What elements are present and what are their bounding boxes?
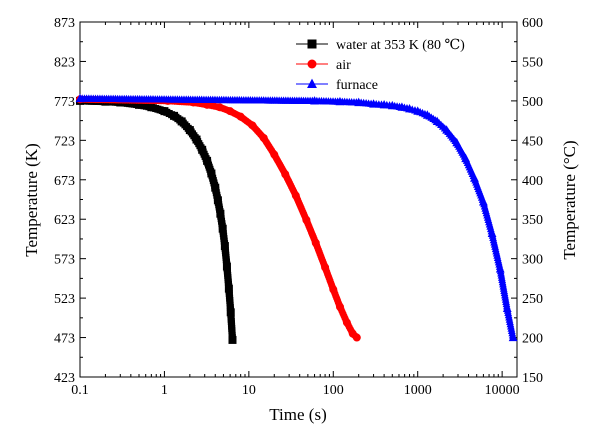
data-point: [342, 318, 351, 327]
series-triangle: [75, 93, 518, 342]
x-axis: 0.1 1 10 100 1000 10000: [71, 22, 520, 398]
data-point: [147, 103, 156, 112]
data-point: [218, 224, 227, 233]
x-tick-label: 10: [242, 383, 256, 398]
data-point: [224, 284, 233, 293]
legend-marker: [307, 59, 317, 69]
y-tick-label: 673: [54, 174, 75, 189]
legend-label: furnace: [336, 78, 378, 93]
data-point: [228, 335, 237, 344]
data-point: [75, 93, 85, 103]
y2-tick-label: 500: [522, 95, 543, 110]
y2-tick-label: 450: [522, 134, 543, 149]
y2-tick-label: 400: [522, 174, 543, 189]
data-point: [185, 126, 194, 135]
data-point: [211, 183, 220, 192]
legend: water at 353 K (80 ℃) air furnace: [296, 38, 465, 93]
legend-label: air: [336, 58, 351, 73]
x-axis-title: Time (s): [269, 405, 326, 424]
data-point: [479, 197, 488, 206]
data-point: [207, 169, 216, 178]
data-point: [198, 145, 207, 154]
data-point: [192, 135, 201, 144]
data-point: [387, 100, 397, 110]
y-axis-title-left: Temperature (K): [22, 143, 41, 257]
y-axis-right: 150 200 250 300 350 400 450 500 550 600: [511, 16, 543, 386]
data-point: [335, 302, 344, 311]
data-point: [248, 121, 257, 130]
y2-tick-label: 300: [522, 253, 543, 268]
x-tick-label: 100: [323, 383, 344, 398]
data-point: [270, 150, 279, 159]
data-point: [281, 170, 290, 179]
x-tick-label: 10000: [485, 383, 520, 398]
y2-tick-label: 200: [522, 332, 543, 347]
y-tick-label: 773: [54, 95, 75, 110]
y-tick-label: 873: [54, 16, 75, 31]
data-point: [413, 106, 423, 115]
data-point: [508, 332, 518, 342]
y-tick-label: 573: [54, 253, 75, 268]
data-point: [422, 110, 432, 119]
y2-tick-label: 600: [522, 16, 543, 31]
legend-marker: [307, 39, 317, 49]
data-point: [354, 97, 364, 107]
data-point: [369, 99, 378, 108]
y-axis-left: 423 473 523 573 623 673 723 773 823 873: [54, 16, 86, 386]
data-point: [379, 100, 389, 109]
y-tick-label: 623: [54, 213, 75, 228]
data-point: [215, 103, 224, 112]
data-point: [226, 107, 235, 116]
data-point: [311, 238, 320, 247]
data-point: [329, 285, 338, 294]
data-point: [170, 111, 179, 120]
y-tick-label: 523: [54, 292, 75, 307]
data-point: [321, 263, 330, 272]
y2-tick-label: 250: [522, 292, 543, 307]
data-point: [259, 133, 268, 142]
data-point: [461, 153, 471, 163]
data-point: [397, 102, 407, 111]
data-point: [160, 107, 169, 116]
legend-label: water at 353 K (80 ℃): [336, 38, 465, 53]
data-point: [220, 242, 229, 251]
data-point: [213, 196, 222, 205]
data-point: [310, 96, 319, 105]
data-point: [236, 112, 245, 121]
data-point: [291, 191, 300, 200]
y-tick-label: 473: [54, 332, 75, 347]
data-point: [470, 173, 479, 182]
data-point: [203, 156, 212, 165]
y-tick-label: 423: [54, 371, 75, 386]
data-point: [216, 209, 225, 218]
y-tick-label: 723: [54, 134, 75, 149]
data-point: [352, 333, 361, 342]
data-point: [487, 228, 497, 238]
legend-marker: [307, 78, 317, 89]
x-tick-label: 1000: [404, 383, 432, 398]
data-point: [177, 117, 186, 126]
data-point: [452, 137, 462, 147]
series-layer: [75, 93, 518, 344]
x-tick-label: 1: [161, 383, 168, 398]
x-tick-label: 0.1: [71, 383, 89, 398]
y2-tick-label: 550: [522, 55, 543, 70]
data-point: [432, 116, 442, 125]
data-point: [222, 262, 231, 271]
y-axis-title-right: Temperature (°C): [560, 140, 579, 259]
data-point: [405, 103, 414, 113]
data-point: [302, 216, 311, 225]
y-tick-label: 823: [54, 55, 75, 70]
y2-tick-label: 350: [522, 213, 543, 228]
data-point: [495, 264, 505, 273]
data-point: [442, 125, 452, 134]
data-point: [502, 303, 512, 312]
data-point: [335, 96, 345, 106]
y2-tick-label: 150: [522, 371, 543, 386]
data-point: [226, 308, 235, 317]
data-point: [135, 100, 144, 109]
